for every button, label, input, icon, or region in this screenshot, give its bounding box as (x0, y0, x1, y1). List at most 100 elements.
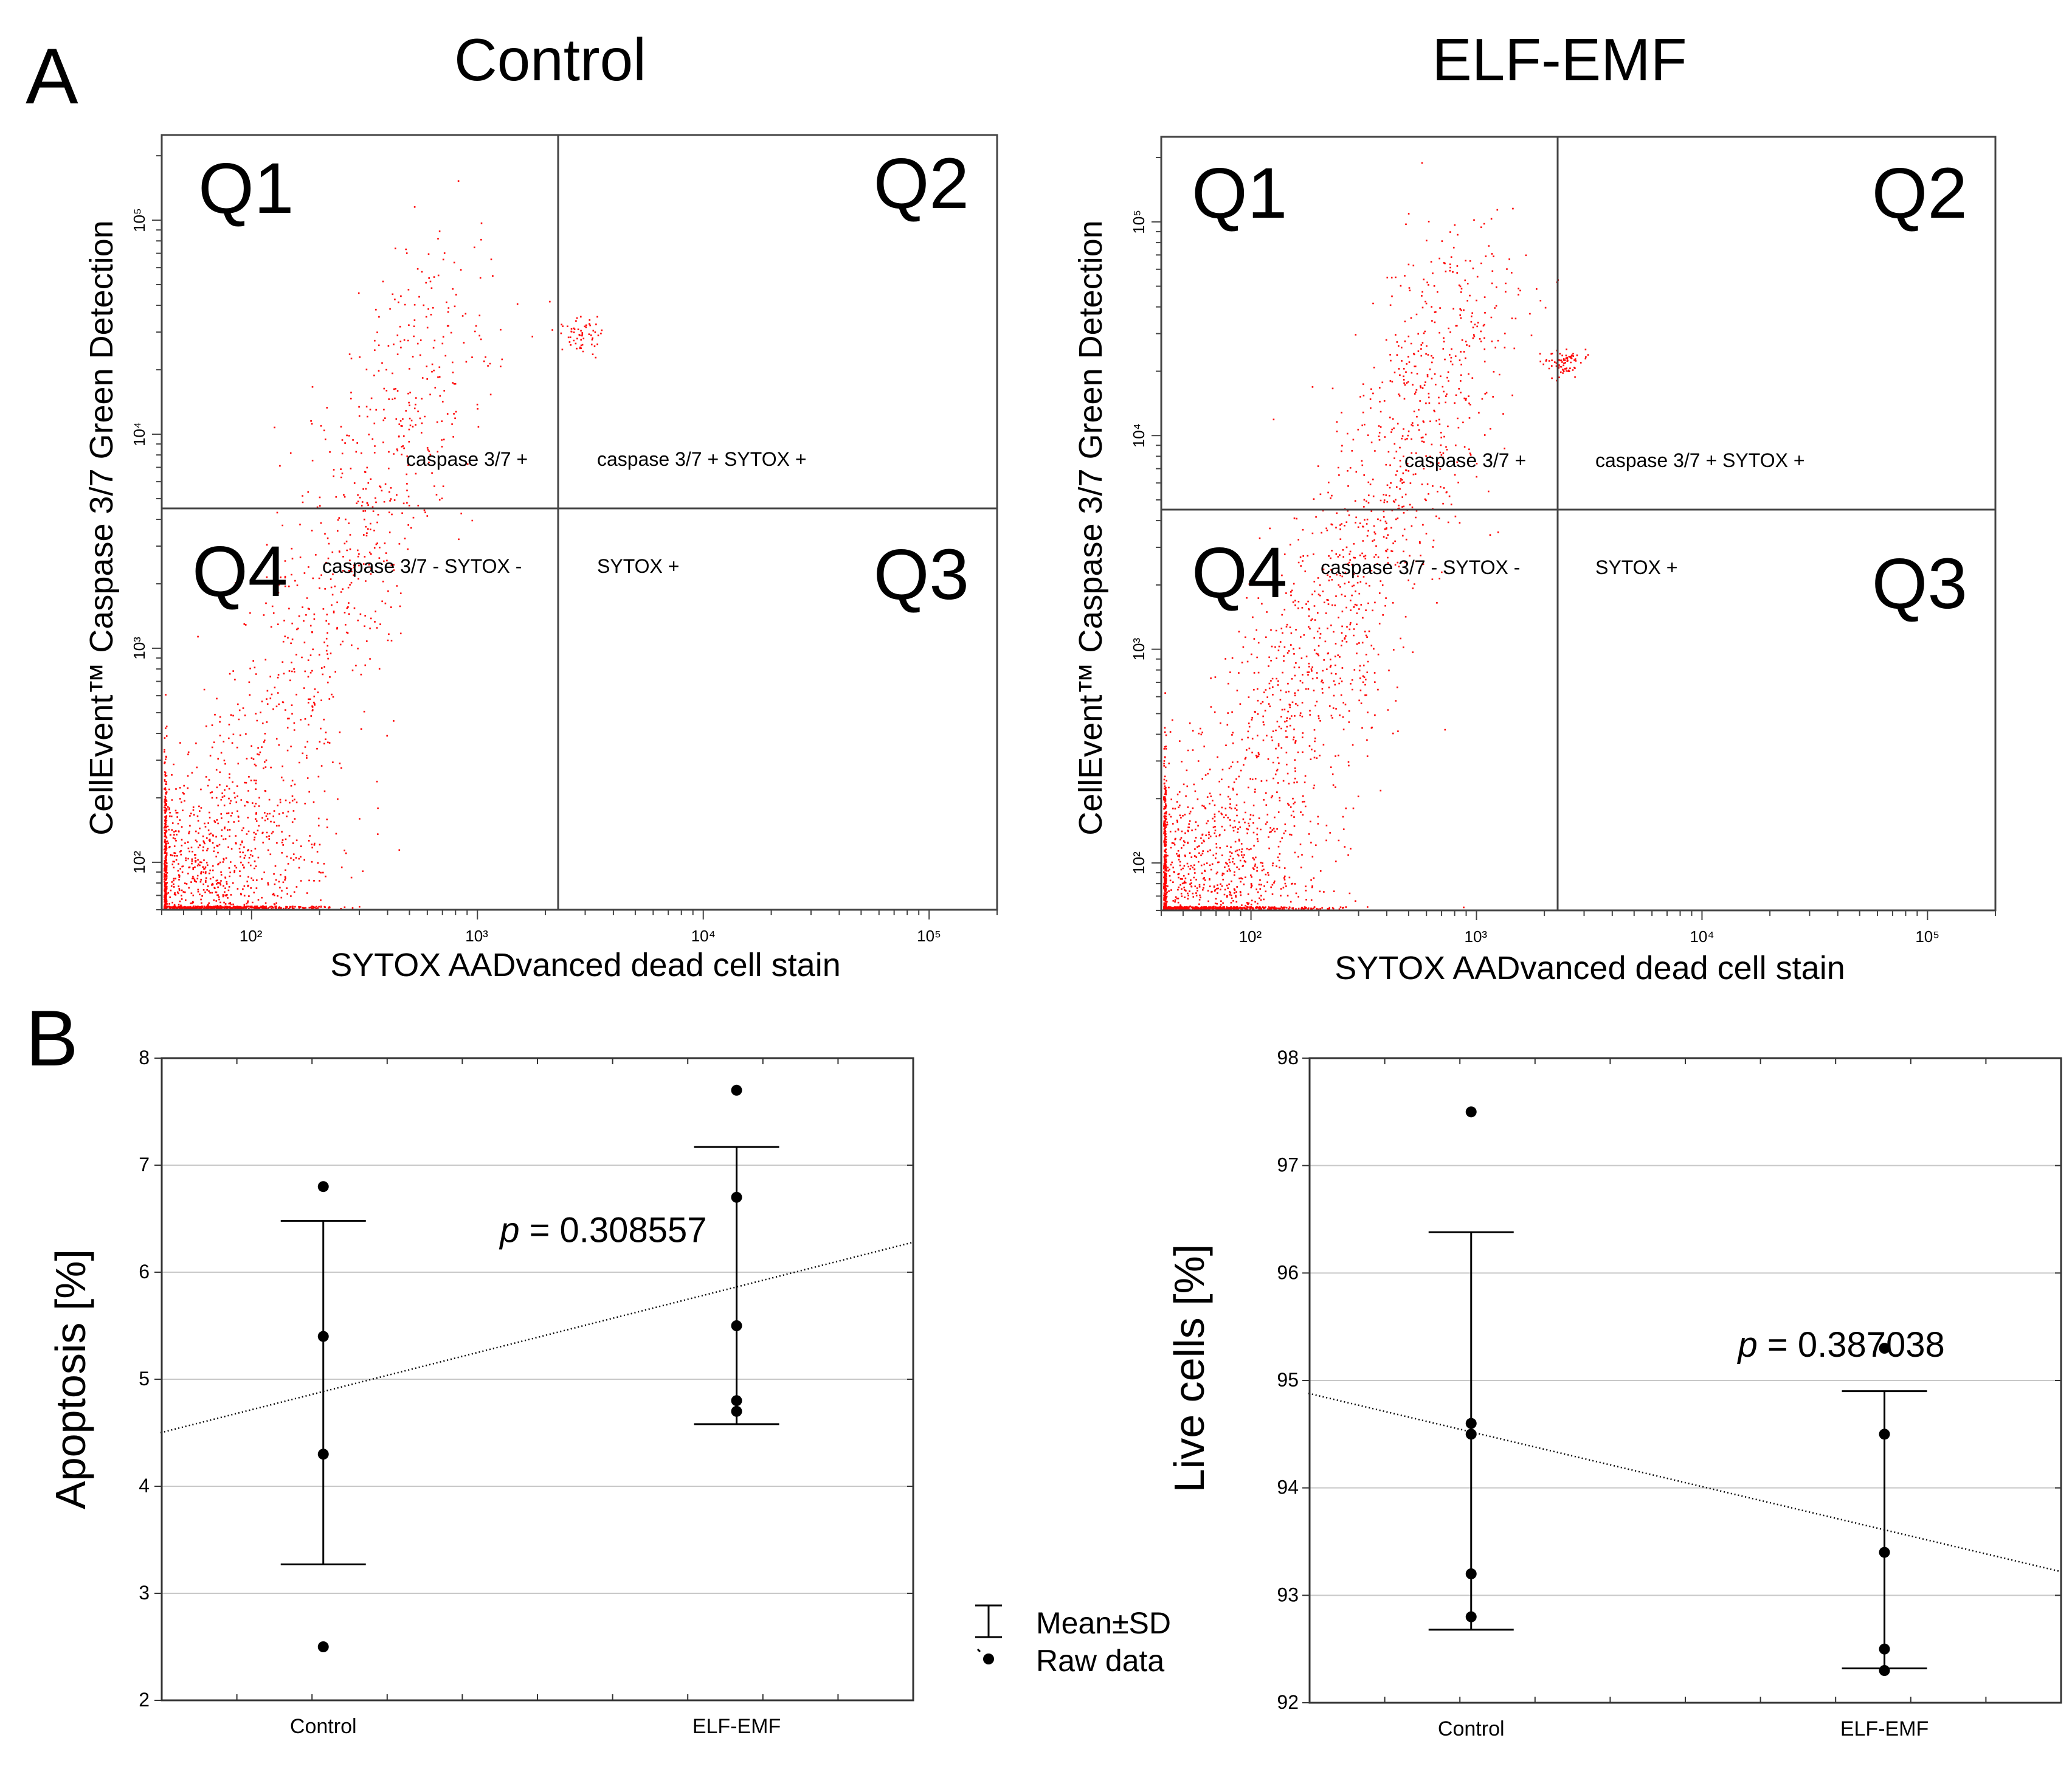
quadrant-label-q3: SYTOX + (1595, 556, 1677, 578)
x-category-label: Control (290, 1715, 357, 1738)
raw-data-point (1465, 1611, 1477, 1622)
raw-data-point (1465, 1418, 1477, 1429)
trend-line-path (160, 1241, 914, 1434)
y-tick-label: 94 (1277, 1477, 1299, 1498)
plot-frame (161, 134, 998, 911)
quadrant-label-q1: caspase 3/7 + (1404, 449, 1526, 471)
raw-data-point (317, 1181, 329, 1193)
quadrant-label-q4: caspase 3/7 - SYTOX - (1321, 556, 1520, 578)
y-tick-label: 5 (139, 1368, 150, 1390)
raw-data-point (317, 1449, 329, 1460)
raw-data-point (731, 1191, 742, 1203)
y-axis-label: CellEvent™ Caspase 3/7 Green Detection (1072, 220, 1109, 836)
y-tick-label: 96 (1277, 1261, 1299, 1283)
x-tick-label: 10³ (465, 927, 488, 945)
quadrant-label-q3: SYTOX + (597, 555, 679, 577)
y-tick-label: 92 (1277, 1691, 1299, 1713)
raw-data-point (1879, 1428, 1890, 1440)
y-tick-label: 8 (139, 1047, 150, 1068)
panel-b-letter: B (26, 994, 78, 1082)
y-axis-label: Apoptosis [%] (47, 1249, 94, 1509)
y-tick-label: 98 (1277, 1047, 1299, 1068)
y-tick-label: 10⁴ (1130, 423, 1148, 448)
y-tick-label: 10² (1130, 851, 1148, 874)
y-tick-label: 7 (139, 1154, 150, 1176)
y-tick-label: 97 (1277, 1154, 1299, 1176)
x-axis-ticks: Control ELF-EMF (236, 1058, 839, 1738)
raw-data-point (1465, 1106, 1477, 1118)
x-axis-label: SYTOX AADvanced dead cell stain (330, 947, 840, 983)
p-value-annotation: p = 0.308557 (499, 1211, 706, 1250)
x-category-label: ELF-EMF (1840, 1717, 1929, 1740)
x-tick-label: 10² (1239, 927, 1262, 946)
quadrant-label-q4: caspase 3/7 - SYTOX - (322, 555, 522, 577)
gridlines (162, 1165, 913, 1594)
x-tick-label: 10⁴ (1690, 927, 1714, 946)
raw-data-point (1879, 1665, 1890, 1676)
y-tick-label: 10⁴ (130, 422, 148, 446)
panel-a-letter: A (26, 32, 78, 120)
quadrant-name-q2: Q2 (1872, 153, 1967, 234)
x-axis-ticks: 10² 10³ 10⁴ 10⁵ (1161, 910, 1996, 946)
flow-plot-title: ELF-EMF (1432, 26, 1687, 93)
raw-points (317, 1084, 742, 1652)
y-tick-label: 3 (139, 1582, 150, 1604)
raw-data-point (317, 1331, 329, 1342)
y-axis-ticks: 10² 10³ 10⁴ 10⁵ (1130, 157, 1161, 911)
x-category-label: ELF-EMF (692, 1715, 781, 1738)
x-tick-label: 10³ (1465, 927, 1488, 946)
raw-data-point (731, 1320, 742, 1331)
y-tick-label: 10⁵ (1130, 210, 1148, 234)
quadrant-label-q1: caspase 3/7 + (406, 448, 528, 470)
dot-cloud-path (1163, 162, 1589, 910)
x-tick-label: 10⁵ (917, 927, 941, 945)
y-tick-label: 4 (139, 1475, 150, 1497)
y-tick-label: 10² (130, 851, 148, 874)
y-tick-label: 2 (139, 1689, 150, 1711)
y-tick-label: 10⁵ (130, 208, 148, 232)
trend-line (1308, 1392, 2062, 1573)
error-bars (280, 1146, 779, 1565)
y-tick-label: 10³ (1130, 638, 1148, 661)
legend: Mean±SD Raw data (975, 1604, 1171, 1678)
apoptosis-chart: Control ELF-EMF 2 3 4 5 6 7 8 Apoptosis [%] p =… (47, 1047, 914, 1738)
y-tick-label: 93 (1277, 1584, 1299, 1605)
quadrant-name-q1: Q1 (1192, 153, 1287, 234)
plot-frame (1160, 136, 1997, 912)
x-category-label: Control (1438, 1717, 1505, 1740)
raw-data-point (731, 1084, 742, 1096)
raw-data-point (1879, 1546, 1890, 1558)
dot-cloud (1163, 162, 1589, 910)
y-tick-label: 95 (1277, 1369, 1299, 1391)
quadrant-label-q2: caspase 3/7 + SYTOX + (1595, 449, 1805, 471)
gridlines (1310, 1165, 2061, 1596)
quadrant-name-q3: Q3 (1872, 544, 1967, 624)
raw-data-point (1465, 1428, 1477, 1440)
legend-raw-data-label: Raw data (1036, 1644, 1164, 1678)
p-value-annotation: p = 0.387038 (1737, 1325, 1945, 1365)
raw-data-point (1879, 1643, 1890, 1655)
x-tick-label: 10⁴ (691, 927, 716, 945)
legend-raw-data-icon (976, 1648, 994, 1664)
x-axis-ticks: Control ELF-EMF (1384, 1058, 1987, 1740)
live-cells-chart: Control ELF-EMF 92 93 94 95 96 97 98 Live cells… (1166, 1047, 2062, 1740)
raw-data-point (1465, 1568, 1477, 1579)
error-bars (1428, 1231, 1927, 1669)
y-axis-label: CellEvent™ Caspase 3/7 Green Detection (83, 220, 120, 836)
x-axis-label: SYTOX AADvanced dead cell stain (1335, 950, 1845, 986)
y-tick-label: 10³ (130, 637, 148, 660)
y-axis-ticks: 92 93 94 95 96 97 98 (1277, 1047, 2061, 1713)
y-axis-ticks: 2 3 4 5 6 7 8 (139, 1047, 913, 1711)
y-axis-label: Live cells [%] (1166, 1244, 1213, 1492)
quadrant-name-q4: Q4 (1192, 533, 1287, 613)
raw-points (1465, 1106, 1890, 1676)
legend-mean-sd-icon (975, 1604, 1002, 1638)
x-axis-ticks: 10² 10³ 10⁴ 10⁵ (161, 910, 998, 945)
quadrant-name-q3: Q3 (874, 535, 969, 615)
quadrant-name-q1: Q1 (198, 148, 294, 229)
trend-line (160, 1241, 914, 1434)
y-axis-ticks: 10² 10³ 10⁴ 10⁵ (130, 155, 162, 910)
